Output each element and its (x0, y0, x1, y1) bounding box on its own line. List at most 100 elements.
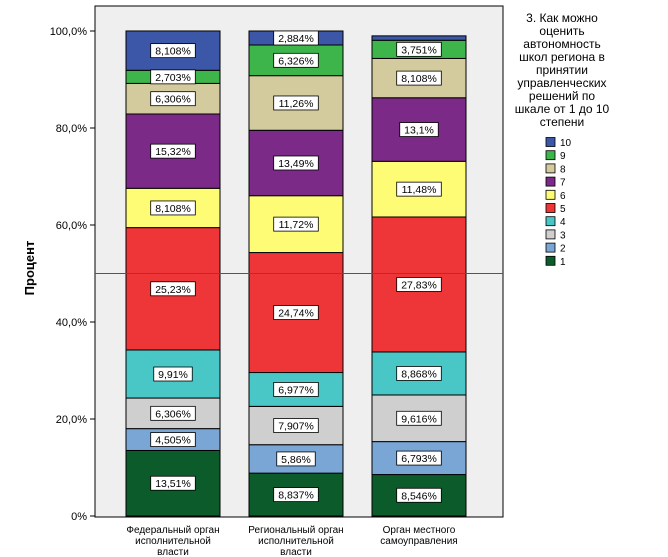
data-label-box (276, 451, 316, 467)
data-label: 6,977% (278, 384, 314, 396)
data-label: 13,1% (404, 125, 434, 137)
legend-title: школ региона в (519, 50, 605, 64)
data-label-box (150, 43, 196, 59)
data-label: 25,23% (155, 284, 191, 296)
bar-segment-10 (371, 35, 467, 41)
category-label: исполнительной (135, 536, 211, 547)
data-label-box (273, 216, 319, 232)
segment-labels: 13,51% 4,505% 6,306% 9,91% 25,23% 8,108% 15,32… (150, 30, 442, 503)
category-label: Орган местного (383, 525, 456, 536)
data-label-box (150, 475, 196, 491)
data-label-box (396, 450, 442, 466)
bar-segment-6 (248, 195, 344, 254)
category-label: Федеральный орган (126, 525, 219, 536)
data-label: 8,108% (155, 46, 191, 58)
data-label-box (273, 30, 319, 46)
data-label-box (150, 281, 196, 297)
bar-segment-7 (371, 97, 467, 162)
data-label-box (150, 91, 196, 107)
legend-swatch-6 (545, 189, 556, 200)
legend-swatch-5 (545, 203, 556, 213)
legend-label-6: 6 (560, 191, 566, 202)
category-label: Региональный орган (248, 525, 343, 536)
y-tick-label: 40,0% (56, 317, 87, 329)
data-label-box (396, 366, 442, 381)
category-label: власти (157, 547, 189, 557)
y-tick-label: 0% (71, 511, 87, 523)
data-label: 6,326% (278, 55, 314, 67)
data-label: 7,907% (278, 421, 314, 433)
data-label: 4,505% (155, 435, 191, 447)
legend-title: оценить (539, 24, 584, 38)
legend-title: шкале от 1 до 10 (515, 102, 610, 116)
data-label: 11,48% (402, 184, 437, 196)
data-label: 13,51% (155, 478, 191, 490)
legend-label-5: 5 (560, 204, 566, 215)
data-label-box (396, 277, 442, 292)
legend-swatch-2 (545, 242, 556, 253)
legend-swatch-7 (545, 176, 556, 187)
data-label-box (396, 410, 442, 426)
category-label: самоуправления (380, 536, 457, 547)
data-label: 6,306% (155, 408, 191, 420)
data-label: 24,74% (278, 308, 314, 320)
y-tick-label: 100,0% (50, 26, 88, 38)
category-label: исполнительной (258, 536, 334, 547)
y-axis: 0% 20,0% 40,0% 60,0% 80,0% 100,0% (50, 26, 95, 523)
data-label: 3,751% (401, 44, 437, 56)
data-label-box (396, 41, 442, 57)
data-label: 8,837% (278, 490, 314, 502)
legend-label-1: 1 (560, 257, 566, 268)
data-label: 8,868% (401, 368, 437, 380)
legend-label-9: 9 (560, 151, 566, 162)
data-label: 9,91% (158, 369, 188, 381)
legend-title: принятии (536, 63, 588, 77)
data-label-box (150, 143, 196, 159)
data-label-box (273, 52, 319, 68)
data-label-box (396, 70, 442, 86)
y-axis-title: Процент (22, 241, 37, 296)
data-label: 9,616% (401, 413, 437, 425)
legend-label-7: 7 (560, 178, 566, 189)
data-label: 6,793% (401, 453, 437, 465)
data-label: 2,884% (278, 33, 314, 45)
data-label: 15,32% (155, 146, 191, 158)
legend-swatch-10 (545, 137, 556, 147)
data-label: 11,26% (279, 98, 314, 110)
legend-swatch-1 (545, 255, 556, 266)
data-label: 8,546% (401, 490, 437, 502)
category-label: власти (280, 547, 312, 557)
data-label-box (273, 95, 319, 111)
data-label-box (150, 405, 196, 421)
legend-label-2: 2 (560, 244, 566, 255)
legend-swatch-4 (545, 216, 556, 227)
legend-label-8: 8 (560, 164, 566, 175)
legend-label-4: 4 (560, 217, 566, 228)
data-label-box (273, 382, 319, 397)
legend-title: степени (540, 115, 585, 129)
data-label-box (396, 487, 442, 503)
data-label-box (273, 305, 319, 320)
legend-title: управленческих (517, 76, 606, 90)
data-label-box (150, 432, 196, 447)
y-tick-label: 60,0% (56, 220, 87, 232)
data-label: 11,72% (279, 219, 314, 231)
data-label: 8,108% (401, 73, 437, 85)
data-label-box (153, 366, 193, 382)
data-label: 13,49% (278, 158, 314, 170)
data-label-box (396, 181, 442, 197)
data-label-box (150, 69, 196, 85)
legend-swatch-9 (545, 150, 556, 161)
legend-swatch-3 (545, 229, 556, 240)
y-tick-label: 20,0% (56, 414, 87, 426)
y-tick-label: 80,0% (56, 123, 87, 135)
data-label: 6,306% (155, 94, 191, 106)
data-label: 8,108% (155, 203, 191, 215)
legend-swatch-8 (545, 163, 556, 174)
data-label-box (273, 418, 319, 433)
legend-title: автономность (523, 37, 600, 51)
data-label: 5,86% (281, 454, 311, 466)
category-labels: Федеральный органисполнительнойвластиРег… (126, 525, 457, 557)
data-label: 27,83% (401, 279, 437, 291)
